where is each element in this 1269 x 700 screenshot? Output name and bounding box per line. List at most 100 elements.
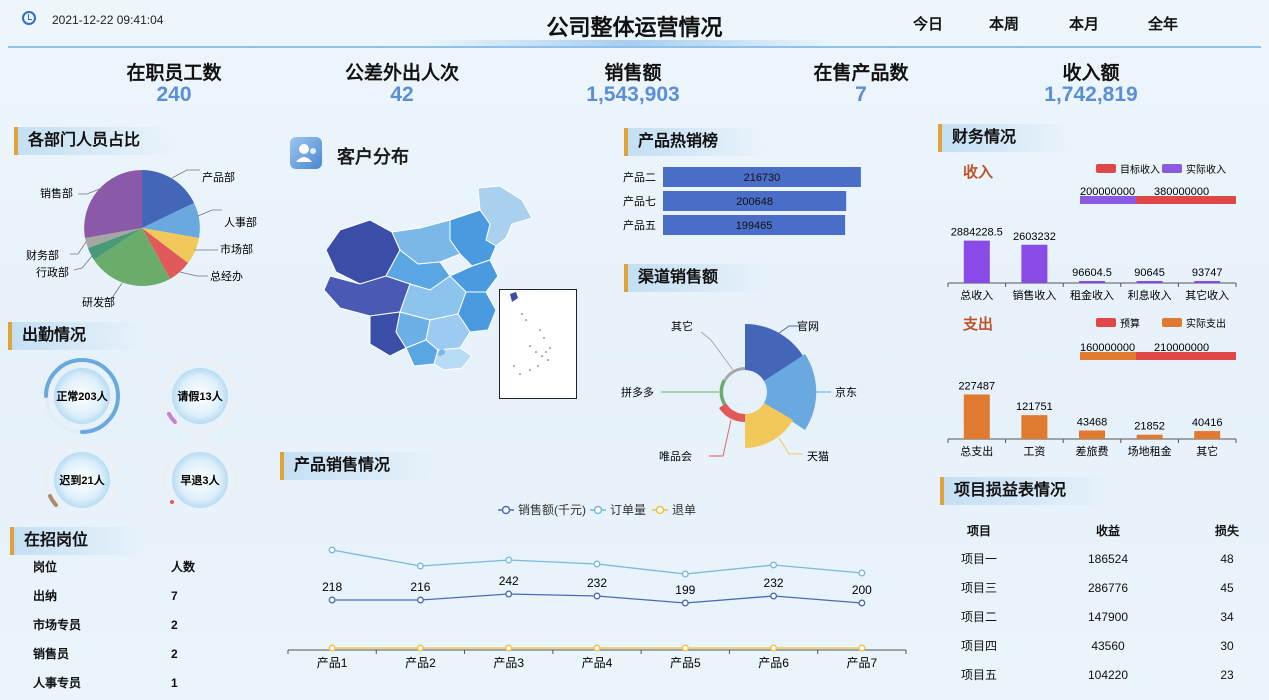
legend-label: 销售额(千元) (518, 502, 586, 517)
series-point (593, 560, 601, 568)
kpi-employees-value: 240 (156, 83, 192, 106)
hot-bar (663, 167, 861, 187)
series-point (681, 644, 689, 652)
pie-slice-rd (94, 228, 170, 287)
series-point (593, 592, 601, 600)
income-bar-chart: 目标收入 实际收入 200000000 380000000 2884228.5 总收入 26… (947, 163, 1237, 300)
project-income: 104220 (1087, 667, 1129, 682)
data-label: 242 (499, 574, 519, 588)
period-month-button[interactable]: 本月 (1069, 16, 1100, 33)
legend-label: 退单 (672, 503, 696, 517)
projects-header-row: 项目 收益 损失 (940, 516, 1256, 544)
income-label: 收入 (963, 164, 994, 181)
job-name: 出纳 (33, 589, 58, 603)
x-tick-label: 产品7 (847, 656, 878, 670)
dept-label-market: 市场部 (220, 242, 253, 256)
projects-header-name: 项目 (966, 523, 991, 538)
period-today-button[interactable]: 今日 (913, 16, 944, 33)
target-bar-actual (1080, 352, 1136, 360)
pie-slice-sales (84, 170, 142, 238)
gauge-normal: 正常203人 (44, 358, 120, 434)
kpi-income-value: 1,742,819 (1044, 83, 1138, 106)
series-point (858, 599, 866, 607)
series-point (505, 644, 513, 652)
bar-value-label: 121751 (1016, 401, 1053, 413)
page-title: 公司整体运营情况 (546, 15, 723, 40)
dept-section-title: 各部门人员占比 (14, 127, 178, 155)
project-income: 43560 (1091, 638, 1125, 653)
x-tick-label: 利息收入 (1128, 288, 1172, 300)
china-map[interactable] (300, 180, 580, 400)
series-point (858, 569, 866, 577)
attendance-gauges: 正常203人 请假13人 迟到21人 早退3人 (44, 358, 238, 510)
x-tick-label: 其它 (1196, 444, 1218, 458)
series-point (328, 596, 336, 604)
customer-icon (290, 137, 322, 169)
project-loss: 30 (1220, 638, 1234, 653)
legend-swatch (1162, 164, 1182, 173)
rose-slice-other (724, 367, 745, 381)
project-name: 项目五 (960, 668, 997, 682)
period-week-button[interactable]: 本周 (989, 16, 1020, 33)
bar-value-label: 21852 (1134, 421, 1165, 433)
channel-rose-chart: 官网 京东 天猫 唯品会 拼多多 其它 (621, 319, 857, 463)
project-loss: 34 (1220, 609, 1234, 624)
rose-slice-pdd (719, 379, 726, 405)
projects-table: 项目 收益 损失 项目一 186524 48 项目三 286776 45 项目二 1479… (940, 516, 1256, 689)
hot-section-title: 产品热销榜 (624, 128, 768, 156)
series-point (858, 644, 866, 652)
table-row: 出纳 7 (33, 581, 223, 610)
x-tick-label: 产品1 (317, 656, 348, 670)
project-income: 286776 (1087, 580, 1129, 595)
target-bar-goal (1136, 352, 1236, 360)
pie-slice-finance (85, 228, 142, 248)
series-point (770, 644, 778, 652)
x-tick-label: 总支出 (960, 444, 993, 458)
legend-marker (593, 505, 603, 515)
project-loss: 45 (1220, 580, 1234, 595)
hot-bar-value: 199465 (736, 220, 773, 232)
gauge-early-label: 早退3人 (180, 473, 220, 487)
jobs-header-count: 人数 (171, 560, 196, 574)
bar (1136, 434, 1163, 439)
rose-slice-official (745, 323, 803, 381)
channel-label-jd: 京东 (835, 385, 857, 399)
gauge-early: 早退3人 (162, 442, 238, 510)
period-year-button[interactable]: 全年 (1148, 16, 1179, 33)
series-point (505, 556, 513, 564)
kpi-employees-label: 在职员工数 (126, 63, 222, 84)
x-tick-label: 租金收入 (1070, 288, 1114, 300)
job-count: 2 (171, 646, 178, 661)
legend-label: 实际收入 (1186, 163, 1226, 176)
data-label: 200 (852, 583, 872, 597)
pie-slice-admin (88, 228, 142, 260)
table-row: 项目一 186524 48 (940, 544, 1256, 573)
sales-line-chart: 销售额(千元) 订单量 退单 产品1 产品2 产品3 产品4 产品5 产品6 产品7 218 216… (287, 502, 907, 670)
target-value: 210000000 (1154, 342, 1209, 354)
legend-label: 预算 (1120, 317, 1140, 330)
series-point (681, 570, 689, 578)
data-label: 216 (410, 580, 430, 594)
x-tick-label: 差旅费 (1076, 444, 1109, 458)
data-label: 218 (322, 580, 342, 594)
hot-bar-name: 产品五 (623, 218, 656, 232)
kpi-sales-value: 1,543,903 (586, 83, 680, 106)
dept-label-ceo: 总经办 (210, 269, 243, 283)
pie-slice-ceo (142, 228, 188, 279)
job-count: 1 (171, 675, 178, 690)
target-value: 160000000 (1080, 342, 1135, 354)
hot-bar-value: 216730 (744, 172, 781, 184)
legend-label: 订单量 (610, 503, 646, 517)
dept-label-rd: 研发部 (82, 295, 115, 309)
jobs-table: 岗位 人数 出纳 7 市场专员 2 销售员 2 人事专员 1 (33, 552, 223, 697)
south-sea-inset (499, 289, 577, 399)
pie-slice-product (142, 170, 194, 228)
expense-bar-chart: 预算 实际支出 160000000 210000000 227487 总支出 121751 工… (947, 317, 1237, 458)
target-bar-actual (1080, 196, 1136, 204)
x-tick-label: 工资 (1023, 445, 1045, 458)
job-name: 人事专员 (33, 676, 82, 690)
bar (1194, 281, 1221, 283)
sales-section-title: 产品销售情况 (280, 452, 434, 480)
projects-section-title: 项目损益表情况 (940, 477, 1114, 505)
kpi-trips-label: 公差外出人次 (344, 63, 459, 84)
